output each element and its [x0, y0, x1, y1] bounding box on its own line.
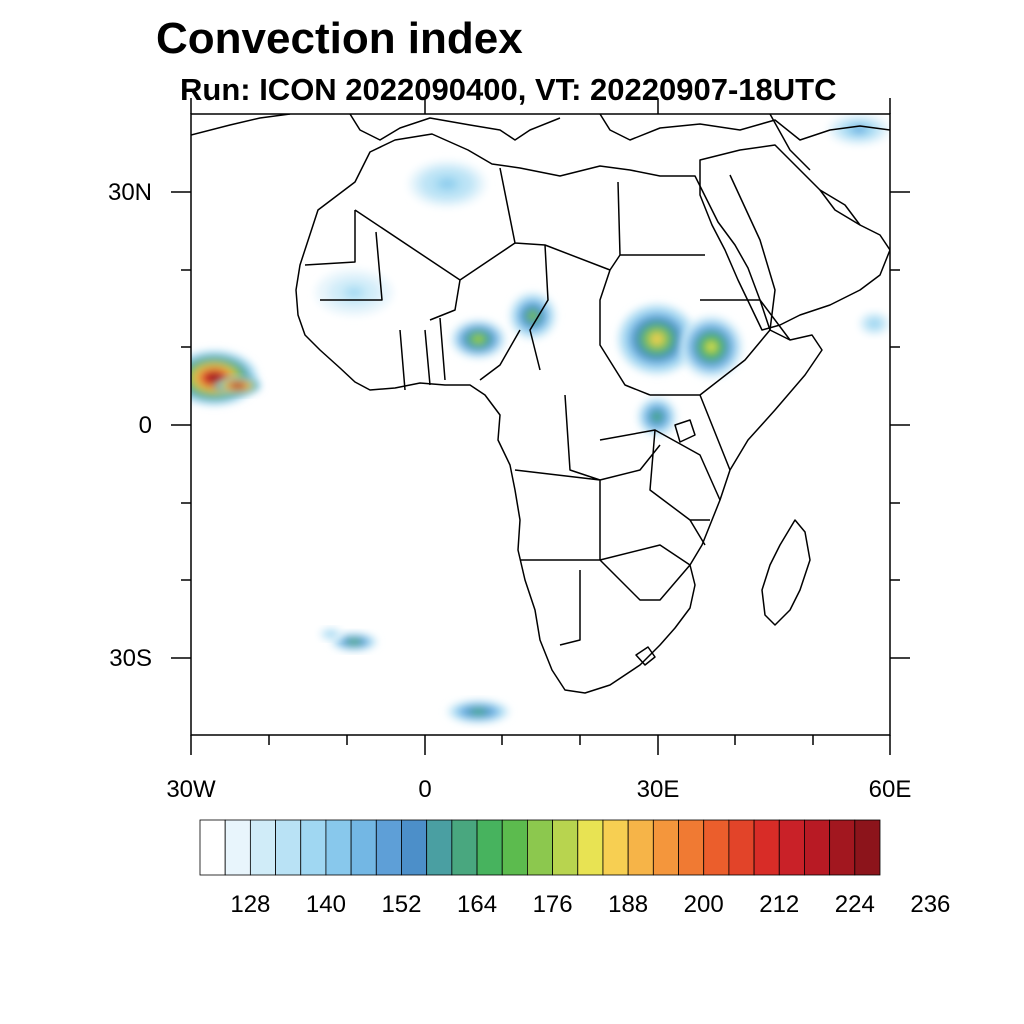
- convection-cell: [315, 269, 393, 316]
- convection-cell: [408, 160, 487, 208]
- africa-coastline: [295, 133, 823, 694]
- colorbar-swatch: [249, 819, 276, 876]
- colorbar-tick-label: 236: [910, 891, 950, 918]
- convection-cell: [509, 292, 557, 340]
- colorbar-tick-label: 128: [230, 891, 270, 918]
- colorbar-swatch: [527, 819, 553, 876]
- convection-cell: [447, 700, 510, 724]
- colorbar-swatch: [627, 819, 654, 876]
- colorbar-swatch: [753, 819, 780, 876]
- colorbar-swatch: [401, 819, 428, 876]
- colorbar-swatch: [325, 819, 352, 876]
- colorbar-swatch: [199, 819, 226, 876]
- colorbar-swatch: [375, 819, 402, 876]
- convection-cell: [214, 376, 261, 396]
- colorbar-swatch: [652, 819, 679, 876]
- colorbar-swatch: [577, 819, 604, 876]
- caspian-coastline: [769, 114, 811, 171]
- lon-label-30w: 30W: [166, 776, 216, 803]
- axis-ticks: [171, 98, 910, 755]
- colorbar-swatch: [829, 819, 856, 876]
- colorbar-swatch: [451, 819, 478, 876]
- arabia-coastline: [699, 144, 890, 331]
- colorbar-swatch: [778, 819, 805, 876]
- convection-cell: [858, 311, 890, 336]
- colorbar-tick-label: 140: [306, 891, 346, 918]
- convection-cell: [618, 304, 696, 375]
- colorbar-swatch: [804, 819, 831, 876]
- convection-cell: [680, 315, 743, 378]
- colorbar-swatch: [224, 819, 251, 876]
- colorbar-tick-label: 176: [533, 891, 573, 918]
- convection-cell: [319, 627, 343, 641]
- lat-label-30n: 30N: [108, 179, 152, 206]
- coastlines: [191, 114, 890, 694]
- colorbar-swatch: [350, 819, 377, 876]
- colorbar-swatch: [552, 819, 579, 876]
- colorbar-tick-label: 188: [608, 891, 648, 918]
- madagascar-coastline: [761, 519, 811, 626]
- lon-label-0: 0: [418, 776, 431, 803]
- lon-label-30e: 30E: [637, 776, 680, 803]
- colorbar-tick-label: 152: [381, 891, 421, 918]
- colorbar-swatch: [275, 819, 302, 876]
- convection-cell: [637, 397, 677, 437]
- colorbar-tick-label: 200: [684, 891, 724, 918]
- lat-label-0: 0: [139, 412, 152, 439]
- colorbar-tick-label: 212: [759, 891, 799, 918]
- convection-cell: [451, 319, 506, 359]
- europe-coastline: [191, 114, 890, 141]
- lat-label-30s: 30S: [109, 645, 152, 672]
- colorbar-swatch: [703, 819, 730, 876]
- map-subtitle: Run: ICON 2022090400, VT: 20220907-18UTC: [180, 72, 837, 107]
- colorbar-tick-labels: 128 140 152 164 176 188 200 212 224 236: [230, 891, 950, 918]
- lon-label-60e: 60E: [869, 776, 912, 803]
- convection-cell: [827, 114, 890, 146]
- convection-field: [191, 114, 890, 724]
- colorbar-swatch: [602, 819, 629, 876]
- colorbar: [199, 819, 881, 876]
- colorbar-swatch: [854, 819, 881, 876]
- colorbar-swatch: [501, 819, 528, 876]
- colorbar-swatch: [476, 819, 503, 876]
- colorbar-tick-label: 164: [457, 891, 497, 918]
- colorbar-swatch: [300, 819, 327, 876]
- colorbar-tick-label: 224: [835, 891, 875, 918]
- colorbar-swatch: [426, 819, 453, 876]
- colorbar-swatch: [728, 819, 755, 876]
- colorbar-swatch: [678, 819, 705, 876]
- country-borders: [304, 167, 791, 646]
- convection-cell: [330, 632, 378, 652]
- map-title: Convection index: [156, 14, 523, 63]
